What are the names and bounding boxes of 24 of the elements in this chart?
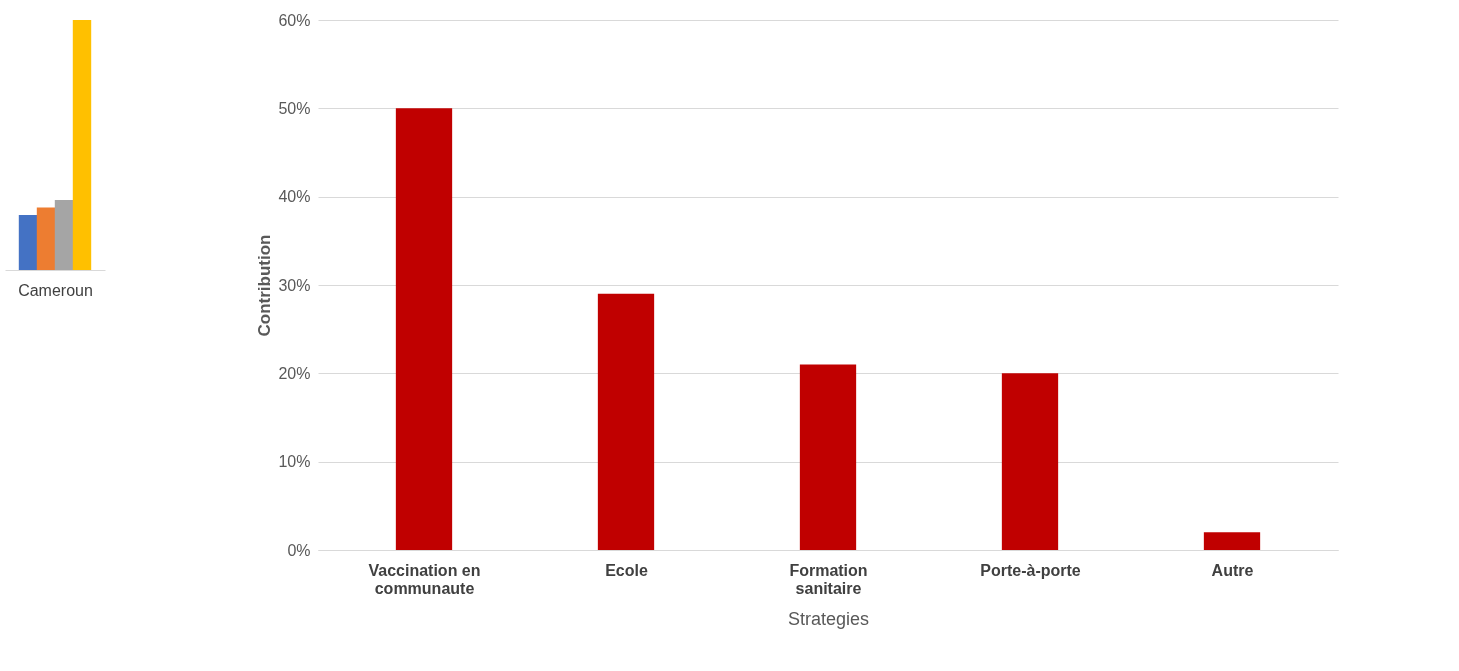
y-tick-label: 0% bbox=[287, 541, 311, 559]
x-tick-label: Autre bbox=[1211, 561, 1254, 579]
bar bbox=[54, 200, 74, 270]
y-tick-label: 20% bbox=[278, 364, 311, 382]
x-axis-title: Strategies bbox=[787, 608, 870, 629]
bar bbox=[1001, 373, 1059, 550]
x-tick-label: Vaccination en communaute bbox=[368, 561, 481, 597]
x-tick-label: Porte-à-porte bbox=[980, 561, 1081, 579]
x-tick-label: Ecole bbox=[605, 561, 648, 579]
x-tick-label: Formation sanitaire bbox=[789, 561, 868, 597]
bar bbox=[72, 20, 92, 270]
bar bbox=[597, 293, 655, 550]
y-tick-label: 60% bbox=[278, 11, 311, 29]
y-tick-label: 10% bbox=[278, 453, 311, 471]
bar bbox=[18, 215, 38, 270]
y-tick-label: 50% bbox=[278, 99, 311, 117]
bar bbox=[395, 108, 453, 550]
bar bbox=[799, 364, 857, 550]
x-tick-label: Cameroun bbox=[18, 281, 93, 299]
bar bbox=[36, 207, 56, 270]
y-tick-label: 30% bbox=[278, 276, 311, 294]
y-axis-title: Contribution bbox=[255, 234, 275, 337]
bar bbox=[1203, 532, 1261, 550]
y-tick-label: 40% bbox=[278, 188, 311, 206]
